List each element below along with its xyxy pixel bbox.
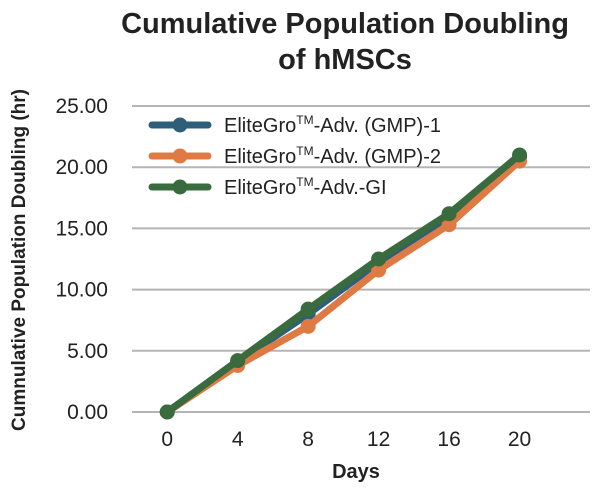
legend-item-3: EliteGroTM-Adv.-GI [148, 175, 387, 199]
y-tick-label: 10.00 [55, 279, 108, 302]
legend-label: EliteGroTM-Adv. (GMP)-2 [224, 144, 441, 168]
chart-title-line-1: Cumulative Population Doubling [121, 8, 569, 40]
legend-item-2: EliteGroTM-Adv. (GMP)-2 [148, 144, 441, 168]
chart-title-line-2: of hMSCs [278, 44, 412, 76]
x-tick-label: 8 [302, 428, 314, 451]
legend-swatch-marker [172, 148, 188, 164]
legend-label: EliteGroTM-Adv. (GMP)-1 [224, 113, 441, 137]
data-series [159, 147, 528, 420]
series-3 [159, 147, 528, 420]
x-axis-ticks: 0 4 8 12 16 20 [161, 428, 531, 451]
data-point [300, 318, 316, 334]
y-tick-label: 15.00 [55, 217, 108, 240]
series-line [163, 151, 524, 416]
grid-lines [132, 105, 590, 413]
y-tick-label: 25.00 [55, 95, 108, 118]
legend: EliteGroTM-Adv. (GMP)-1 EliteGroTM-Adv. (… [148, 113, 441, 199]
legend-label: EliteGroTM-Adv.-GI [224, 175, 387, 199]
data-point [159, 404, 175, 420]
data-point [441, 217, 457, 233]
data-point [512, 147, 528, 163]
data-point [371, 251, 387, 267]
y-tick-label: 20.00 [55, 156, 108, 179]
y-axis-ticks: 0.00 5.00 10.00 15.00 20.00 25.00 [55, 95, 108, 424]
x-tick-label: 20 [508, 428, 531, 451]
x-tick-label: 12 [367, 428, 390, 451]
y-axis-title: Cumnulative Population Doubling (hr) [9, 89, 30, 431]
legend-item-1: EliteGroTM-Adv. (GMP)-1 [148, 113, 441, 137]
data-point [230, 353, 246, 369]
x-axis-title: Days [332, 461, 380, 483]
x-tick-label: 4 [232, 428, 244, 451]
data-point [371, 262, 387, 278]
data-point [300, 301, 316, 317]
legend-swatch-marker [172, 179, 188, 195]
x-tick-label: 16 [437, 428, 460, 451]
x-tick-label: 0 [161, 428, 173, 451]
legend-swatch-marker [172, 117, 188, 133]
y-tick-label: 5.00 [67, 340, 108, 363]
data-point [441, 206, 457, 222]
y-tick-label: 0.00 [67, 401, 108, 424]
